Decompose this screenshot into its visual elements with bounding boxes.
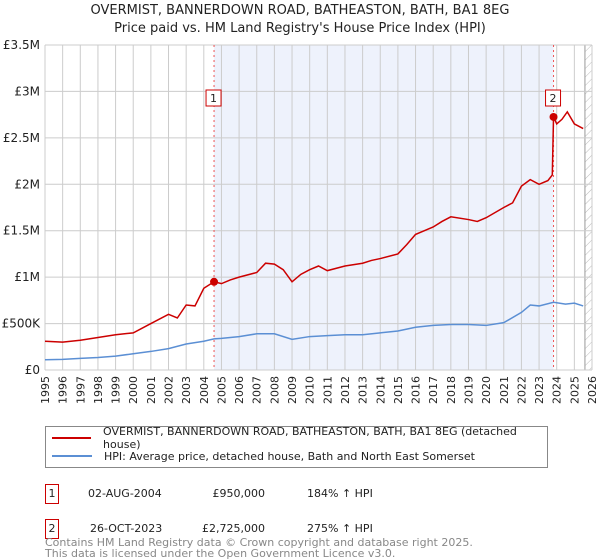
x-tick-label: 2024 [551, 376, 564, 404]
footer-licence: This data is licensed under the Open Gov… [45, 547, 396, 560]
x-tick-label: 2010 [304, 376, 317, 404]
footer-copyright: Contains HM Land Registry data © Crown c… [45, 536, 473, 549]
y-tick-label: £1.5M [3, 224, 40, 238]
hpi-line [44, 301, 584, 361]
x-tick-label: 2009 [286, 376, 299, 404]
legend: OVERMIST, BANNERDOWN ROAD, BATHEASTON, B… [45, 425, 548, 468]
x-tick-label: 2000 [127, 376, 140, 404]
sale-label: 1 [210, 92, 217, 105]
sale-hpi-change: 275% ↑ HPI [307, 522, 373, 535]
x-tick-label: 1999 [110, 376, 123, 404]
sale-price: £950,000 [212, 487, 266, 500]
x-tick-label: 2014 [374, 376, 387, 404]
x-tick-label: 2007 [251, 376, 264, 404]
sale-point [549, 112, 558, 121]
legend-label: OVERMIST, BANNERDOWN ROAD, BATHEASTON, B… [103, 425, 517, 451]
sale-hpi-change: 184% ↑ HPI [307, 487, 373, 500]
legend-swatch-red [52, 437, 92, 439]
sale-date: 02-AUG-2004 [88, 487, 162, 500]
price-chart: 1 2 1995 1996 1997 1998 1999 2000 2001 2002 2003 20… [2, 38, 599, 404]
sale-price: £2,725,000 [202, 522, 265, 535]
x-tick-label: 2016 [410, 376, 423, 404]
forecast-hatch [584, 45, 592, 370]
x-tick-label: 2021 [498, 376, 511, 404]
x-tick-label: 2017 [427, 376, 440, 404]
x-tick-label: 2023 [533, 376, 546, 404]
y-tick-label: £2.5M [3, 131, 40, 145]
x-tick-label: 2019 [462, 376, 475, 404]
legend-item-property: OVERMIST, BANNERDOWN ROAD, BATHEASTON, B… [52, 425, 547, 451]
x-tick-label: 2020 [480, 376, 493, 404]
sale-badge: 2 [45, 519, 59, 539]
x-tick-label: 2005 [215, 376, 228, 404]
legend-swatch-blue [52, 455, 92, 457]
x-tick-label: 2001 [145, 376, 158, 404]
x-tick-label: 2025 [568, 376, 581, 404]
x-tick-label: 1998 [92, 376, 105, 404]
legend-item-hpi: HPI: Average price, detached house, Bath… [52, 448, 475, 464]
x-tick-label: 2008 [268, 376, 281, 404]
x-tick-label: 2006 [233, 376, 246, 404]
x-tick-label: 2012 [339, 376, 352, 404]
sale-point [210, 277, 219, 286]
y-tick-label: £0 [25, 363, 40, 377]
legend-label: HPI: Average price, detached house, Bath… [104, 449, 475, 463]
x-tick-label: 2015 [392, 376, 405, 404]
y-tick-label: £1M [14, 270, 40, 284]
x-tick-label: 2011 [321, 376, 334, 404]
y-tick-label: £3M [14, 84, 40, 98]
chart-subtitle: Price paid vs. HM Land Registry's House … [114, 21, 486, 36]
sale-label: 2 [550, 92, 557, 105]
x-tick-label: 1997 [74, 376, 87, 404]
y-tick-label: £3.5M [3, 38, 40, 52]
x-tick-label: 2003 [180, 376, 193, 404]
x-tick-label: 2002 [163, 376, 176, 404]
x-tick-label: 1996 [57, 376, 70, 404]
ownership-shade [214, 45, 554, 370]
x-tick-label: 2013 [357, 376, 370, 404]
property-line [44, 110, 584, 343]
x-tick-label: 1995 [39, 376, 52, 404]
y-tick-label: £2M [14, 177, 40, 191]
sale-label-box [205, 89, 222, 107]
sale-date: 26-OCT-2023 [90, 522, 163, 535]
sale-label-box [545, 89, 562, 107]
y-tick-label: £500K [2, 317, 42, 331]
chart-title: OVERMIST, BANNERDOWN ROAD, BATHEASTON, B… [90, 3, 510, 18]
sale-badge: 1 [45, 484, 59, 504]
x-tick-label: 2026 [586, 376, 599, 404]
x-tick-label: 2022 [515, 376, 528, 404]
x-tick-label: 2004 [198, 376, 211, 404]
x-tick-label: 2018 [445, 376, 458, 404]
